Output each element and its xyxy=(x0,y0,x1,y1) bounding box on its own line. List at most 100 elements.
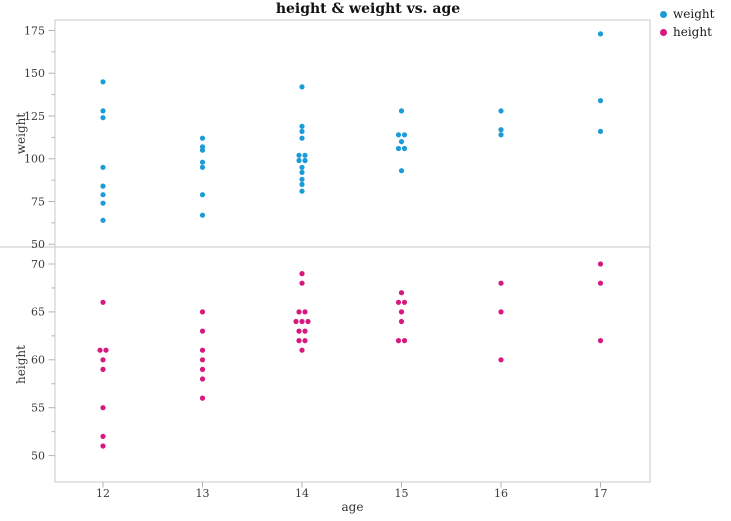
data-point-weight xyxy=(100,183,106,189)
data-point-weight xyxy=(395,145,402,152)
data-point-height xyxy=(100,357,106,363)
legend-item-height: height xyxy=(660,23,714,41)
data-point-weight xyxy=(299,135,305,141)
x-tick-label: 12 xyxy=(96,487,110,500)
data-point-height xyxy=(401,299,408,305)
data-point-height xyxy=(97,347,103,353)
data-point-weight xyxy=(398,108,405,114)
data-point-weight xyxy=(299,164,305,170)
y-axis-title-height: height xyxy=(14,345,28,384)
data-point-height xyxy=(398,290,405,296)
data-point-weight xyxy=(199,144,206,150)
data-point-weight xyxy=(100,108,106,114)
data-point-height xyxy=(103,347,109,353)
data-point-weight xyxy=(100,79,106,85)
data-point-height xyxy=(199,357,206,363)
data-point-weight xyxy=(199,212,206,218)
data-point-height xyxy=(302,338,308,344)
data-point-weight xyxy=(100,200,106,206)
data-point-height xyxy=(100,366,106,372)
x-tick-label: 14 xyxy=(295,487,309,500)
data-point-height xyxy=(597,261,604,267)
data-point-height xyxy=(395,338,402,344)
data-point-weight xyxy=(597,98,604,104)
data-point-weight xyxy=(100,217,106,223)
data-point-height xyxy=(299,280,305,286)
data-point-height xyxy=(299,347,305,353)
data-point-weight xyxy=(199,159,206,165)
legend-label: weight xyxy=(673,7,715,21)
data-point-height xyxy=(296,338,302,344)
data-point-weight xyxy=(299,84,305,90)
data-point-height xyxy=(299,318,305,325)
data-point-height xyxy=(199,376,206,382)
data-point-weight xyxy=(401,145,408,152)
x-tick-label: 17 xyxy=(594,487,608,500)
data-point-weight xyxy=(199,135,206,141)
chart-title: height & weight vs. age xyxy=(275,1,461,17)
legend-item-weight: weight xyxy=(660,5,714,23)
data-point-height xyxy=(199,309,206,315)
data-point-height xyxy=(100,433,106,439)
data-point-height xyxy=(296,328,302,334)
data-point-weight xyxy=(199,164,206,170)
data-point-weight xyxy=(100,164,106,170)
data-point-height xyxy=(498,309,504,315)
y-tick-label: 55 xyxy=(31,402,45,415)
data-point-height xyxy=(401,338,408,344)
data-point-weight xyxy=(299,176,305,182)
y-tick-label: 175 xyxy=(24,24,45,37)
data-point-weight xyxy=(199,192,206,198)
x-tick-label: 13 xyxy=(196,487,210,500)
y-tick-label: 50 xyxy=(31,238,45,251)
y-axis-title-weight: weight xyxy=(14,113,28,155)
data-point-weight xyxy=(401,132,408,138)
data-point-weight xyxy=(100,192,106,198)
data-point-weight xyxy=(299,169,305,175)
data-point-weight xyxy=(498,108,504,114)
x-tick-label: 15 xyxy=(395,487,409,500)
y-tick-label: 150 xyxy=(24,67,45,80)
y-tick-label: 70 xyxy=(31,258,45,271)
data-point-height xyxy=(398,318,405,325)
data-point-height xyxy=(199,347,206,353)
data-point-height xyxy=(100,443,106,449)
data-point-height xyxy=(398,309,405,315)
y-tick-label: 125 xyxy=(24,110,45,123)
legend-dot-icon xyxy=(660,28,667,36)
data-point-height xyxy=(597,280,604,286)
panel-frame-weight xyxy=(54,19,651,248)
panel-frame-height xyxy=(54,246,651,483)
data-point-height xyxy=(305,318,311,325)
data-point-weight xyxy=(299,123,305,129)
data-point-height xyxy=(199,366,206,372)
data-point-weight xyxy=(296,157,302,164)
y-tick-label: 50 xyxy=(31,449,45,462)
data-point-weight xyxy=(296,152,302,158)
y-tick-label: 100 xyxy=(24,153,45,166)
legend: weight height xyxy=(660,5,714,41)
data-point-height xyxy=(100,299,106,305)
data-point-height xyxy=(299,271,305,277)
data-point-height xyxy=(199,328,206,334)
legend-dot-icon xyxy=(660,10,667,18)
data-point-height xyxy=(395,299,402,305)
data-point-height xyxy=(597,338,604,344)
data-point-weight xyxy=(302,157,308,164)
data-point-weight xyxy=(299,128,305,134)
data-point-height xyxy=(100,405,106,411)
data-point-weight xyxy=(597,31,604,37)
data-point-weight xyxy=(299,181,305,187)
data-point-height xyxy=(498,280,504,286)
legend-label: height xyxy=(673,25,712,39)
data-point-height xyxy=(199,395,206,401)
data-point-weight xyxy=(398,139,405,145)
data-point-height xyxy=(498,357,504,363)
data-point-height xyxy=(302,309,308,315)
data-point-weight xyxy=(597,128,604,134)
data-point-weight xyxy=(299,188,305,194)
y-tick-label: 60 xyxy=(31,354,45,367)
data-point-height xyxy=(293,318,299,325)
